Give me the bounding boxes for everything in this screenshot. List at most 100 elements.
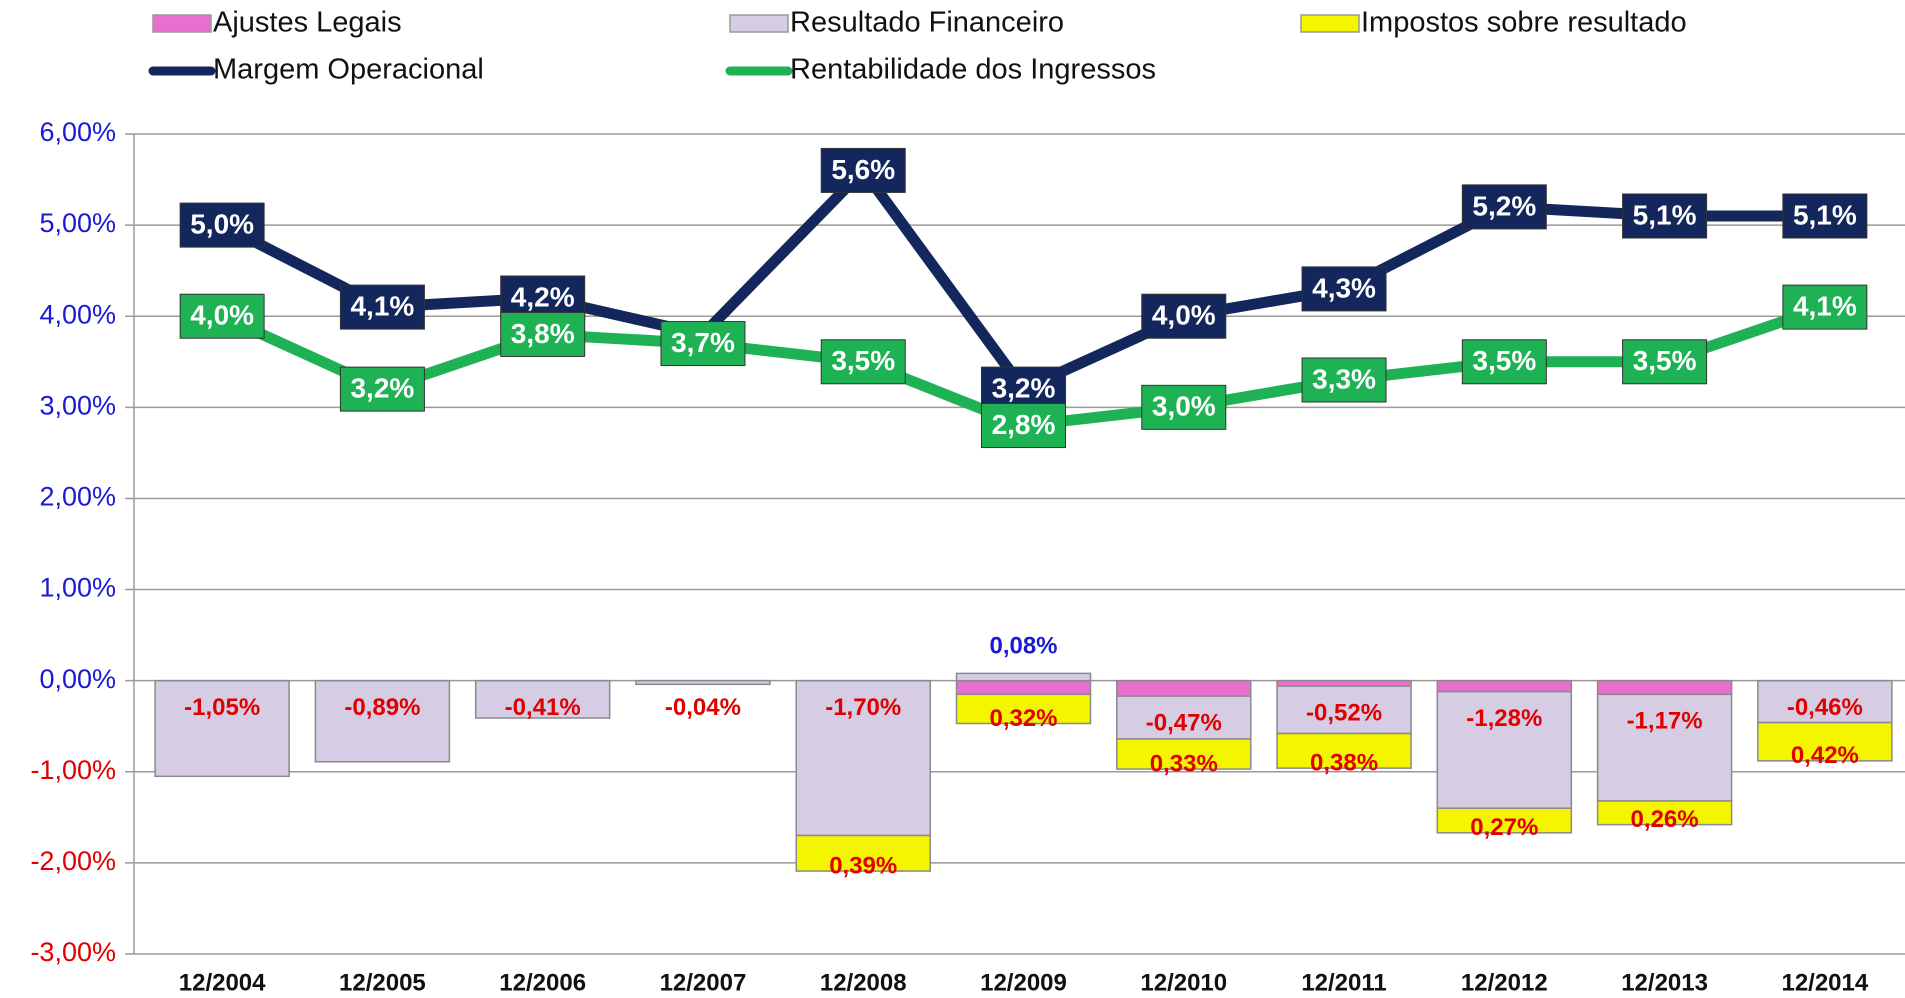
data-label: 0,38% <box>1310 749 1378 776</box>
label-box <box>820 147 906 193</box>
bar <box>795 679 931 837</box>
data-label: -0,52% <box>1306 699 1382 726</box>
data-label: 4,1% <box>1793 291 1857 322</box>
x-tick-label: 12/2012 <box>1461 969 1548 996</box>
data-label: -1,17% <box>1627 708 1703 735</box>
data-label: 3,2% <box>350 373 414 404</box>
bar <box>314 679 451 763</box>
data-label: 2,8% <box>992 409 1056 440</box>
bar <box>955 679 1092 696</box>
legend-label: Rentabilidade dos Ingressos <box>790 54 1156 86</box>
bar <box>1116 738 1252 770</box>
y-tick-label: -3,00% <box>30 937 116 967</box>
data-label: 4,1% <box>350 291 414 322</box>
data-label: -0,89% <box>344 694 420 721</box>
bar <box>795 834 931 872</box>
legend-label: Resultado Financeiro <box>790 7 1064 39</box>
data-label: 3,8% <box>511 318 575 349</box>
label-box <box>339 284 425 330</box>
legend-label: Margem Operacional <box>213 54 484 86</box>
legend-label: Ajustes Legais <box>213 7 402 39</box>
label-box <box>1141 293 1227 339</box>
data-label: 0,08% <box>989 633 1057 660</box>
bar <box>635 679 771 686</box>
data-label: 0,42% <box>1791 742 1859 769</box>
y-tick-label: 3,00% <box>39 390 116 420</box>
data-label: -1,05% <box>184 694 260 721</box>
label-box <box>179 202 265 248</box>
x-tick-label: 12/2007 <box>660 969 747 996</box>
bar <box>474 679 611 719</box>
data-label: -0,04% <box>665 694 741 721</box>
bar <box>1596 693 1733 802</box>
data-label: 3,5% <box>831 345 895 376</box>
label-box <box>1622 193 1708 239</box>
y-tick-label: 5,00% <box>39 208 116 238</box>
x-tick-label: 12/2005 <box>339 969 426 996</box>
data-label: 5,1% <box>1793 199 1857 230</box>
data-label: 5,6% <box>831 154 895 185</box>
data-label: 5,2% <box>1472 190 1536 221</box>
label-box <box>981 403 1066 449</box>
bar <box>955 693 1092 725</box>
bar <box>1757 679 1893 724</box>
y-tick-label: 6,00% <box>39 117 116 147</box>
data-label: 0,33% <box>1150 750 1218 777</box>
data-label: 3,0% <box>1152 391 1216 422</box>
label-box <box>500 311 586 357</box>
data-label: 4,2% <box>511 281 575 312</box>
data-label: 5,0% <box>190 209 254 240</box>
data-label: -1,28% <box>1466 705 1542 732</box>
label-box <box>1301 266 1387 312</box>
legend-label: Impostos sobre resultado <box>1361 7 1687 39</box>
label-box <box>339 366 425 412</box>
data-label: 3,7% <box>671 327 735 358</box>
x-tick-label: 12/2006 <box>499 969 586 996</box>
bar <box>1436 679 1573 693</box>
data-label: 3,2% <box>992 373 1056 404</box>
data-label: -1,70% <box>825 694 901 721</box>
label-box <box>820 339 906 385</box>
x-tick-label: 12/2010 <box>1140 969 1227 996</box>
x-tick-label: 12/2008 <box>820 969 907 996</box>
data-label: -0,47% <box>1146 709 1222 736</box>
y-tick-label: 0,00% <box>39 664 116 694</box>
data-label: 0,32% <box>989 705 1057 732</box>
label-box <box>660 321 746 367</box>
data-label: 3,5% <box>1472 345 1536 376</box>
bar <box>1116 679 1252 697</box>
data-label: 4,0% <box>1152 300 1216 331</box>
label-box <box>1622 339 1708 385</box>
label-box <box>179 293 265 339</box>
data-label: 3,5% <box>1633 345 1697 376</box>
y-tick-label: 1,00% <box>39 573 116 603</box>
x-tick-label: 12/2013 <box>1621 969 1708 996</box>
data-label: 0,26% <box>1631 806 1699 833</box>
bar <box>1276 679 1412 687</box>
data-label: 3,3% <box>1312 363 1376 394</box>
y-tick-label: 4,00% <box>39 299 116 329</box>
data-label: 0,39% <box>829 852 897 879</box>
y-tick-label: -2,00% <box>30 846 116 876</box>
bar <box>154 679 290 778</box>
x-tick-label: 12/2009 <box>980 969 1067 996</box>
data-label: 5,1% <box>1633 199 1697 230</box>
data-label: 4,0% <box>190 300 254 331</box>
data-label: -0,41% <box>505 694 581 721</box>
bar <box>1276 685 1412 735</box>
label-box <box>1782 193 1868 239</box>
bar <box>955 672 1092 682</box>
bar <box>1596 800 1733 826</box>
x-tick-label: 12/2014 <box>1781 969 1868 996</box>
bar <box>1596 679 1733 696</box>
data-label: 4,3% <box>1312 272 1376 303</box>
bar <box>1757 721 1893 762</box>
legend-swatch <box>729 14 789 33</box>
y-tick-label: -1,00% <box>30 755 116 785</box>
y-tick-label: 2,00% <box>39 482 116 512</box>
label-box <box>1461 339 1547 385</box>
data-label: -0,46% <box>1787 694 1863 721</box>
label-box <box>1461 184 1547 230</box>
x-tick-label: 12/2011 <box>1301 969 1386 996</box>
bar <box>1436 807 1573 834</box>
